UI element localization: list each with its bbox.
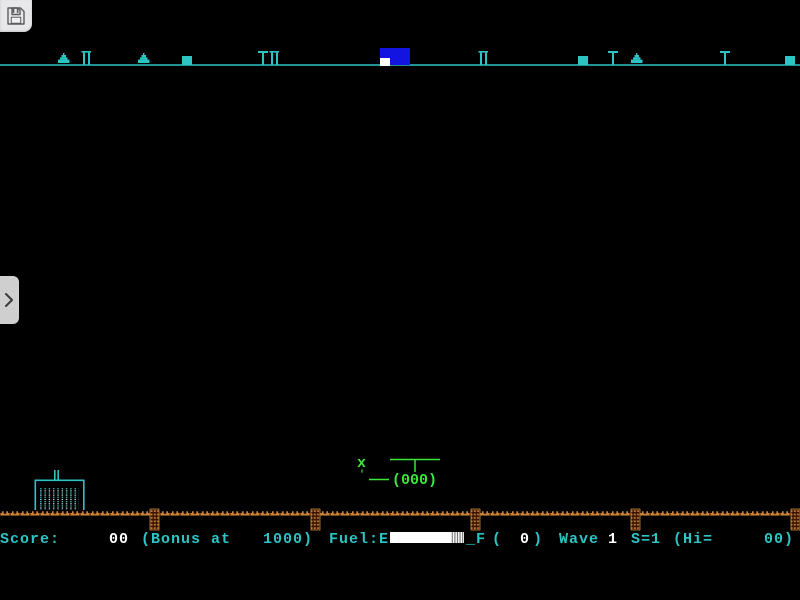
svg-text:': ' bbox=[359, 469, 365, 481]
svg-text:(000): (000) bbox=[392, 472, 437, 489]
